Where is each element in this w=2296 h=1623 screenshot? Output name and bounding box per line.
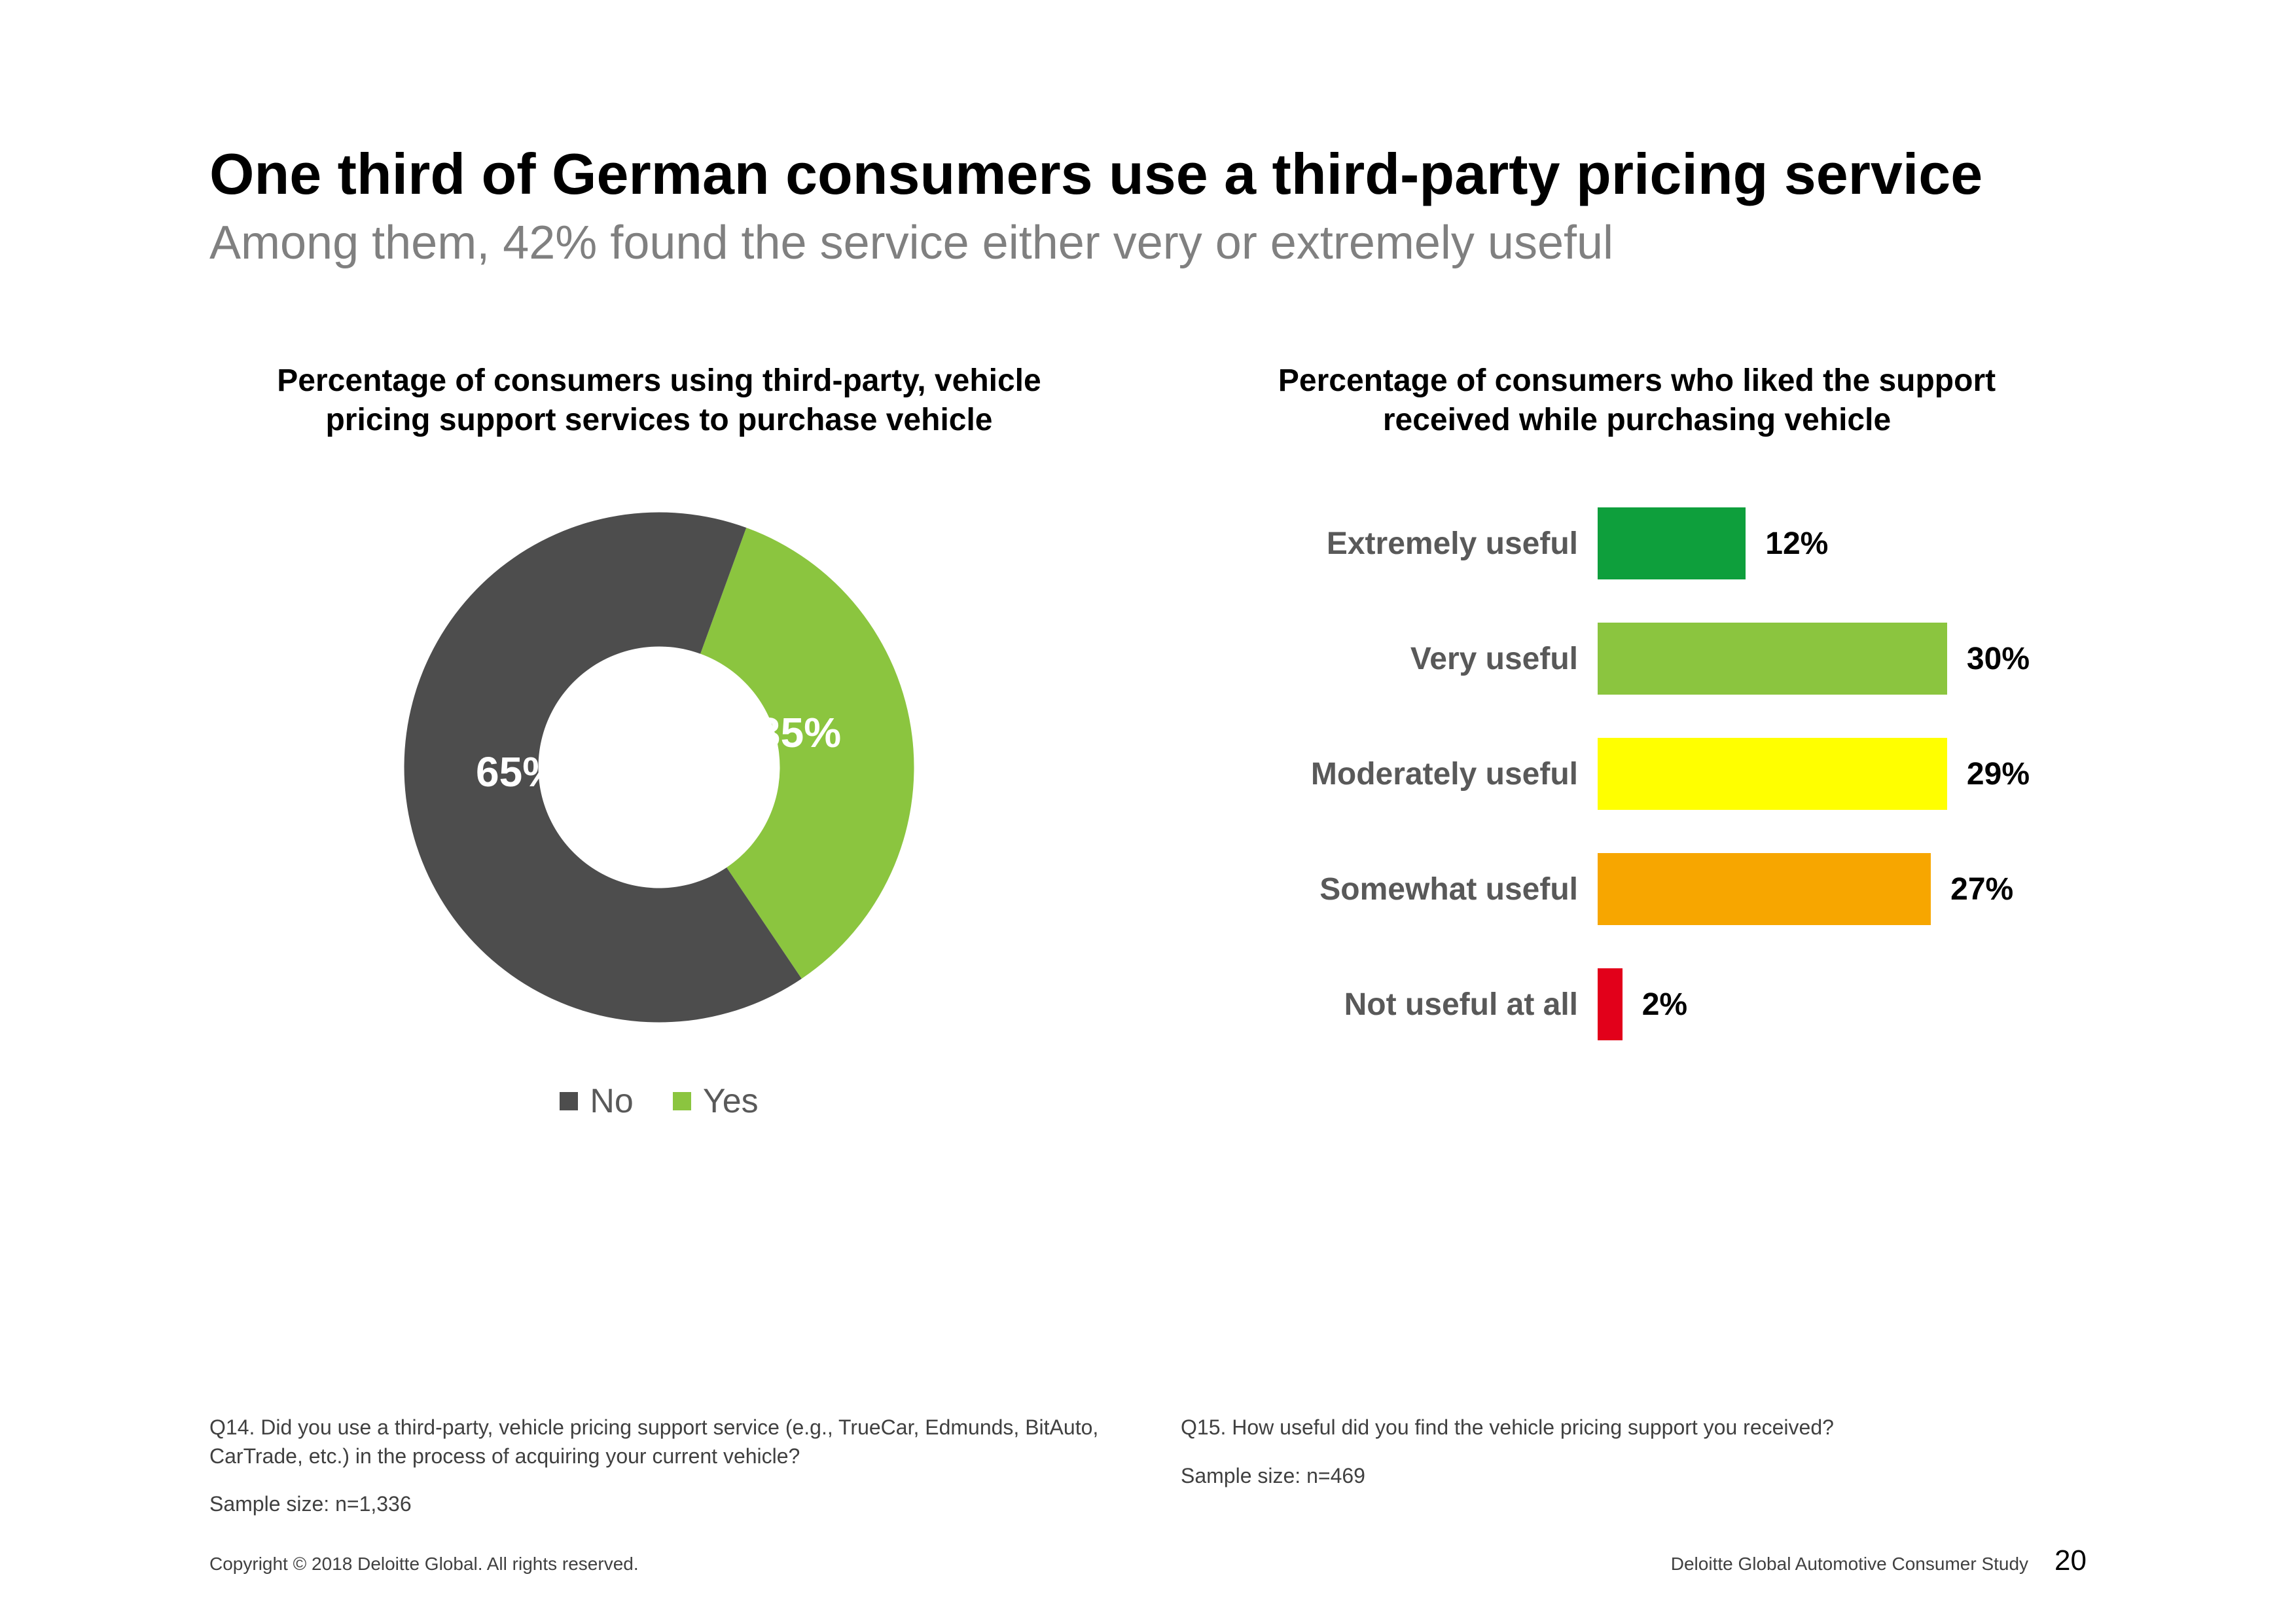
legend-label-no: No [590, 1082, 633, 1121]
bar-value: 30% [1967, 641, 2030, 677]
bar-title: Percentage of consumers who liked the su… [1232, 361, 2042, 440]
donut-panel: Percentage of consumers using third-part… [209, 361, 1109, 1121]
bar [1598, 623, 1947, 695]
bar-row: Very useful 30% [1244, 601, 2030, 716]
copyright: Copyright © 2018 Deloitte Global. All ri… [209, 1554, 639, 1575]
footnote-right: Q15. How useful did you find the vehicle… [1181, 1413, 2087, 1518]
page-subtitle: Among them, 42% found the service either… [209, 216, 2087, 270]
question-q15: Q15. How useful did you find the vehicle… [1181, 1413, 2087, 1442]
bar [1598, 738, 1947, 810]
bar-value: 29% [1967, 756, 2030, 792]
charts-row: Percentage of consumers using third-part… [209, 361, 2087, 1121]
donut-label-no: 65% [476, 748, 560, 796]
bar-chart: Extremely useful 12% Very useful 30% Moderat… [1244, 486, 2030, 1062]
bar-panel: Percentage of consumers who liked the su… [1187, 361, 2087, 1121]
page-title: One third of German consumers use a thir… [209, 144, 2087, 204]
legend-swatch-yes [673, 1092, 691, 1110]
question-q14: Q14. Did you use a third-party, vehicle … [209, 1413, 1115, 1470]
bar-value: 27% [1950, 871, 2013, 907]
bar-value: 12% [1765, 526, 1828, 562]
source-label: Deloitte Global Automotive Consumer Stud… [1671, 1554, 2028, 1575]
bar [1598, 507, 1746, 579]
bar-track: 30% [1598, 623, 2030, 695]
footnotes: Q14. Did you use a third-party, vehicle … [209, 1413, 2087, 1518]
donut-chart: 35% 65% [391, 499, 927, 1036]
bar-label: Moderately useful [1244, 756, 1598, 792]
sample-size-right: Sample size: n=469 [1181, 1462, 2087, 1490]
donut-legend: No Yes [560, 1082, 758, 1121]
bar [1598, 853, 1931, 925]
bar-label: Not useful at all [1244, 987, 1598, 1023]
bar-track: 2% [1598, 968, 2030, 1040]
bar-track: 12% [1598, 507, 2030, 579]
bar-label: Somewhat useful [1244, 871, 1598, 907]
page-number: 20 [2054, 1544, 2087, 1577]
legend-swatch-no [560, 1092, 578, 1110]
bar-label: Very useful [1244, 641, 1598, 677]
slide: One third of German consumers use a thir… [0, 0, 2296, 1623]
footnote-left: Q14. Did you use a third-party, vehicle … [209, 1413, 1115, 1518]
legend-label-yes: Yes [703, 1082, 759, 1121]
sample-size-left: Sample size: n=1,336 [209, 1490, 1115, 1518]
bar-row: Not useful at all 2% [1244, 947, 2030, 1062]
bar-track: 29% [1598, 738, 2030, 810]
legend-item-yes: Yes [673, 1082, 759, 1121]
bar-row: Somewhat useful 27% [1244, 831, 2030, 947]
bar-track: 27% [1598, 853, 2030, 925]
bar-label: Extremely useful [1244, 526, 1598, 562]
footer-right: Deloitte Global Automotive Consumer Stud… [1671, 1544, 2087, 1577]
legend-item-no: No [560, 1082, 633, 1121]
donut-title: Percentage of consumers using third-part… [255, 361, 1064, 440]
footer: Copyright © 2018 Deloitte Global. All ri… [209, 1544, 2087, 1577]
donut-label-yes: 35% [757, 708, 841, 757]
bar [1598, 968, 1623, 1040]
bar-row: Moderately useful 29% [1244, 716, 2030, 831]
bar-value: 2% [1642, 987, 1687, 1023]
bar-row: Extremely useful 12% [1244, 486, 2030, 601]
